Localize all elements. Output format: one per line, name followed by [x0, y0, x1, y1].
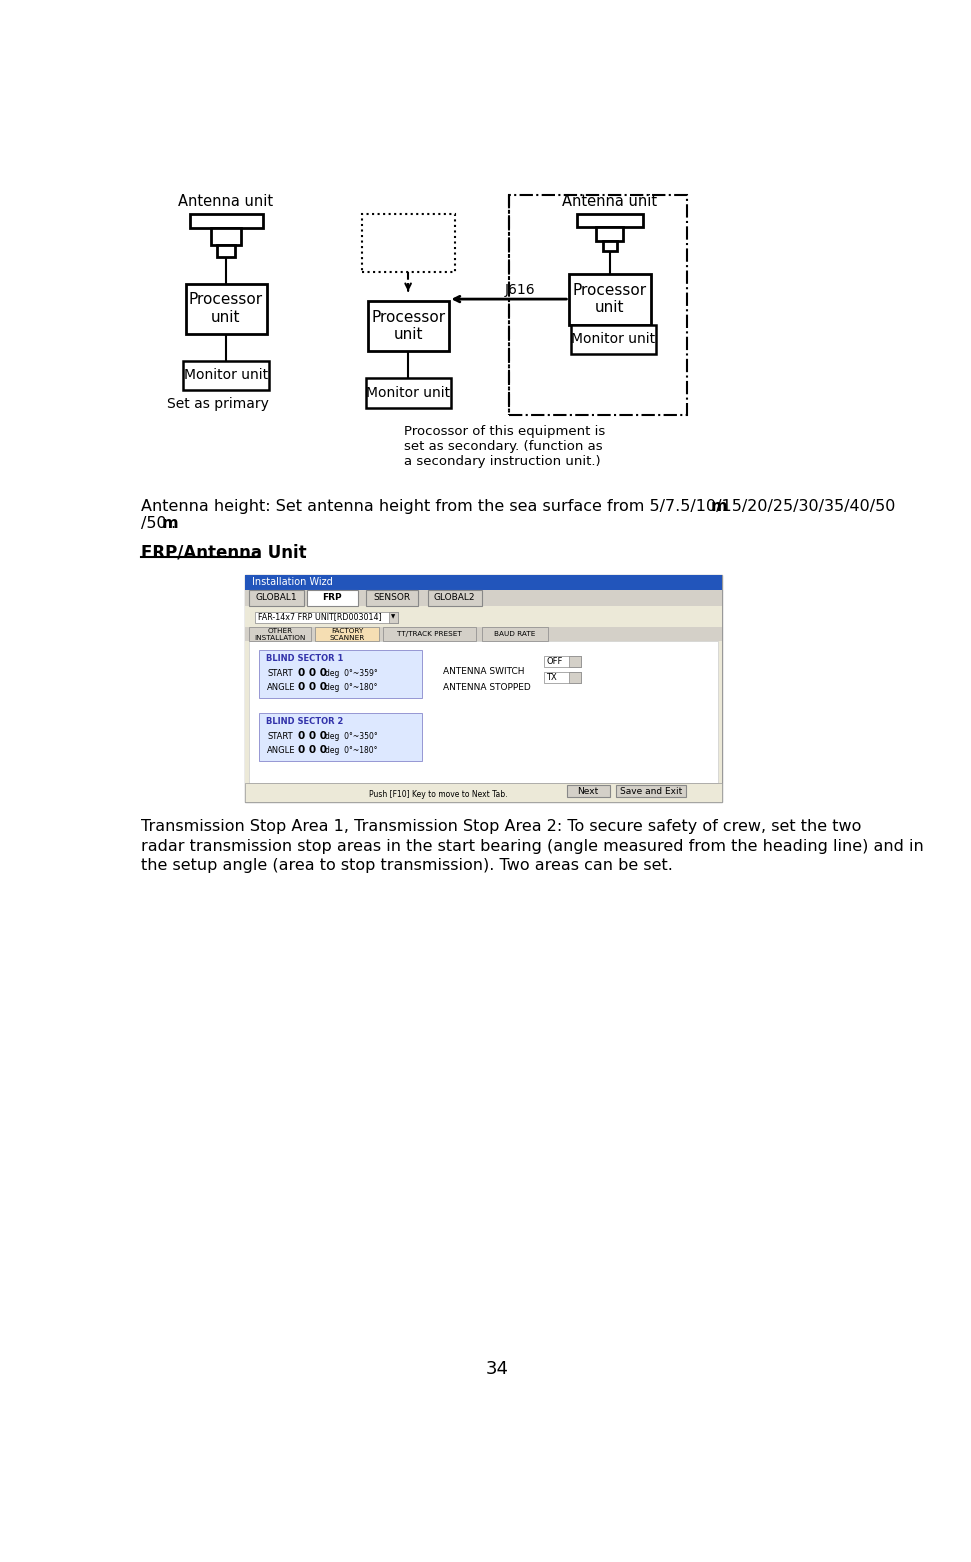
- Bar: [250, 590, 304, 606]
- Bar: [308, 590, 357, 606]
- Text: deg  0°~180°: deg 0°~180°: [325, 683, 378, 692]
- Bar: [567, 786, 610, 797]
- Bar: [259, 714, 422, 761]
- Text: Antenna unit: Antenna unit: [562, 194, 657, 209]
- Bar: [246, 575, 722, 590]
- Text: ANGLE: ANGLE: [267, 683, 295, 692]
- Text: START: START: [267, 669, 292, 678]
- Bar: [316, 626, 380, 640]
- Bar: [189, 214, 263, 228]
- Text: Transmission Stop Area 1, Transmission Stop Area 2: To secure safety of crew, se: Transmission Stop Area 1, Transmission S…: [141, 818, 923, 873]
- Text: GLOBAL1: GLOBAL1: [255, 594, 297, 603]
- Bar: [368, 301, 450, 351]
- Text: TT/TRACK PRESET: TT/TRACK PRESET: [397, 631, 462, 637]
- Text: ANGLE: ANGLE: [267, 745, 295, 754]
- Bar: [254, 612, 398, 623]
- Bar: [427, 590, 482, 606]
- Text: Antenna unit: Antenna unit: [179, 194, 274, 209]
- Bar: [603, 242, 618, 251]
- Bar: [365, 590, 419, 606]
- Bar: [246, 626, 722, 640]
- Text: deg  0°~180°: deg 0°~180°: [325, 745, 378, 754]
- Text: Monitor unit: Monitor unit: [572, 333, 655, 347]
- Text: Procossor of this equipment is
set as secondary. (function as
a secondary instru: Procossor of this equipment is set as se…: [404, 425, 606, 467]
- Bar: [246, 575, 722, 801]
- Bar: [509, 195, 687, 414]
- Text: FAR-14x7 FRP UNIT[RD003014]: FAR-14x7 FRP UNIT[RD003014]: [257, 612, 382, 622]
- Bar: [184, 361, 269, 390]
- Bar: [482, 626, 548, 640]
- Text: deg  0°~350°: deg 0°~350°: [325, 733, 378, 740]
- Text: Save and Exit: Save and Exit: [619, 787, 682, 795]
- Text: OFF: OFF: [546, 658, 562, 667]
- Text: Next: Next: [578, 787, 598, 795]
- Text: ▼: ▼: [391, 614, 395, 620]
- Text: ANTENNA SWITCH: ANTENNA SWITCH: [443, 667, 524, 676]
- Bar: [577, 214, 643, 226]
- Bar: [569, 672, 581, 683]
- Bar: [544, 656, 581, 667]
- Bar: [365, 378, 451, 408]
- Bar: [569, 275, 651, 325]
- Bar: [246, 606, 722, 801]
- Text: BLIND SECTOR 1: BLIND SECTOR 1: [265, 654, 343, 664]
- Text: OTHER
INSTALLATION: OTHER INSTALLATION: [254, 628, 306, 640]
- Bar: [571, 325, 656, 353]
- Text: /50: /50: [141, 515, 166, 531]
- Text: Processor
unit: Processor unit: [371, 309, 445, 342]
- Text: FACTORY
SCANNER: FACTORY SCANNER: [329, 628, 364, 640]
- Text: Processor
unit: Processor unit: [573, 283, 647, 316]
- Text: Monitor unit: Monitor unit: [184, 369, 268, 383]
- Text: TX: TX: [546, 673, 556, 681]
- Bar: [259, 650, 422, 698]
- Bar: [218, 245, 235, 256]
- Text: 34: 34: [486, 1361, 509, 1378]
- Bar: [596, 226, 622, 242]
- Text: m: m: [711, 500, 727, 514]
- Text: FRP: FRP: [322, 594, 342, 603]
- Bar: [361, 214, 454, 272]
- Bar: [212, 228, 241, 245]
- Text: START: START: [267, 733, 292, 740]
- Text: 0 0 0: 0 0 0: [298, 745, 327, 756]
- Bar: [246, 784, 722, 801]
- Bar: [384, 626, 477, 640]
- Text: Antenna height: Set antenna height from the sea surface from 5/7.5/10/15/20/25/3: Antenna height: Set antenna height from …: [141, 500, 895, 514]
- Bar: [569, 656, 581, 667]
- Text: Set as primary: Set as primary: [167, 397, 269, 411]
- Text: 0 0 0: 0 0 0: [298, 669, 327, 678]
- Text: BAUD RATE: BAUD RATE: [493, 631, 535, 637]
- Text: Processor
unit: Processor unit: [189, 292, 263, 325]
- Bar: [544, 672, 581, 683]
- Text: J616: J616: [505, 283, 536, 297]
- Bar: [250, 640, 719, 783]
- Text: BLIND SECTOR 2: BLIND SECTOR 2: [265, 717, 343, 726]
- Bar: [250, 626, 312, 640]
- Text: 0 0 0: 0 0 0: [298, 683, 327, 692]
- Text: FRP/Antenna Unit: FRP/Antenna Unit: [141, 544, 307, 562]
- Text: m: m: [162, 515, 179, 531]
- Text: Installation Wizd: Installation Wizd: [251, 578, 332, 587]
- Text: SENSOR: SENSOR: [373, 594, 411, 603]
- Bar: [388, 612, 398, 623]
- Bar: [185, 284, 267, 334]
- Text: deg  0°~359°: deg 0°~359°: [325, 669, 378, 678]
- Text: 0 0 0: 0 0 0: [298, 731, 327, 742]
- Text: Push [F10] Key to move to Next Tab.: Push [F10] Key to move to Next Tab.: [369, 790, 508, 798]
- Text: ANTENNA STOPPED: ANTENNA STOPPED: [443, 683, 531, 692]
- Text: Monitor unit: Monitor unit: [366, 386, 451, 400]
- Text: .: .: [170, 515, 176, 531]
- Bar: [616, 786, 686, 797]
- Text: GLOBAL2: GLOBAL2: [434, 594, 476, 603]
- Bar: [246, 590, 722, 606]
